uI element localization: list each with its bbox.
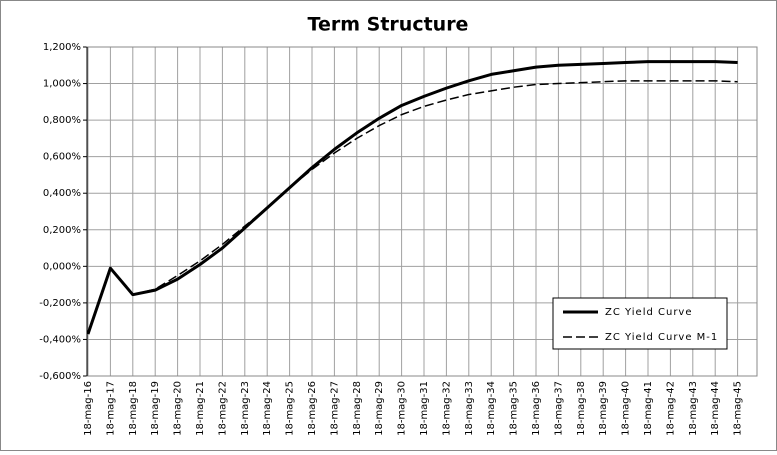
x-tick-label: 18-mag-34 — [486, 381, 497, 436]
y-tick-label: 0,000% — [43, 261, 81, 272]
legend: ZC Yield Curve ZC Yield Curve M-1 — [552, 297, 728, 350]
x-tick-label: 18-mag-29 — [374, 381, 385, 436]
x-tick-label: 18-mag-40 — [621, 381, 632, 436]
legend-label: ZC Yield Curve — [605, 307, 693, 318]
y-tick-label: 1,200% — [43, 42, 81, 53]
x-tick-label: 18-mag-19 — [150, 381, 161, 436]
x-tick-label: 18-mag-26 — [307, 381, 318, 436]
series-line — [87, 80, 738, 335]
y-tick-label: 0,600% — [43, 152, 81, 163]
x-tick-label: 18-mag-35 — [509, 381, 520, 436]
x-tick-label: 18-mag-38 — [576, 381, 587, 436]
x-tick-label: 18-mag-24 — [262, 381, 273, 436]
x-tick-label: 18-mag-25 — [285, 381, 296, 436]
y-tick-label: 1,000% — [43, 79, 81, 90]
y-tick-label: 0,200% — [43, 225, 81, 236]
x-tick-label: 18-mag-41 — [643, 381, 654, 436]
x-tick-label: 18-mag-21 — [195, 381, 206, 436]
x-tick-label: 18-mag-36 — [531, 381, 542, 436]
legend-label: ZC Yield Curve M-1 — [605, 332, 718, 343]
x-tick-label: 18-mag-22 — [217, 381, 228, 436]
x-tick-label: 18-mag-44 — [710, 381, 721, 436]
x-tick-label: 18-mag-16 — [83, 381, 94, 436]
x-tick-label: 18-mag-28 — [352, 381, 363, 436]
x-tick-label: 18-mag-33 — [464, 381, 475, 436]
x-tick-label: 18-mag-42 — [665, 381, 676, 436]
y-tick-label: -0,400% — [39, 334, 81, 345]
y-tick-label: -0,200% — [39, 298, 81, 309]
x-tick-label: 18-mag-30 — [397, 381, 408, 436]
series-line — [86, 60, 738, 335]
y-tick-label: -0,600% — [39, 371, 81, 382]
x-tick-label: 18-mag-27 — [329, 381, 340, 436]
x-tick-label: 18-mag-18 — [128, 381, 139, 436]
x-tick-label: 18-mag-17 — [105, 381, 116, 436]
chart-title: Term Structure — [308, 14, 469, 36]
y-tick-label: 0,400% — [43, 188, 81, 199]
x-tick-label: 18-mag-20 — [173, 381, 184, 436]
legend-box — [552, 297, 728, 350]
x-tick-label: 18-mag-43 — [688, 381, 699, 436]
x-tick-label: 18-mag-39 — [598, 381, 609, 436]
x-tick-label: 18-mag-37 — [553, 381, 564, 436]
x-tick-label: 18-mag-31 — [419, 381, 430, 436]
x-tick-label: 18-mag-45 — [733, 381, 744, 436]
y-tick-label: 0,800% — [43, 115, 81, 126]
x-tick-label: 18-mag-23 — [240, 381, 251, 436]
x-tick-label: 18-mag-32 — [441, 381, 452, 436]
